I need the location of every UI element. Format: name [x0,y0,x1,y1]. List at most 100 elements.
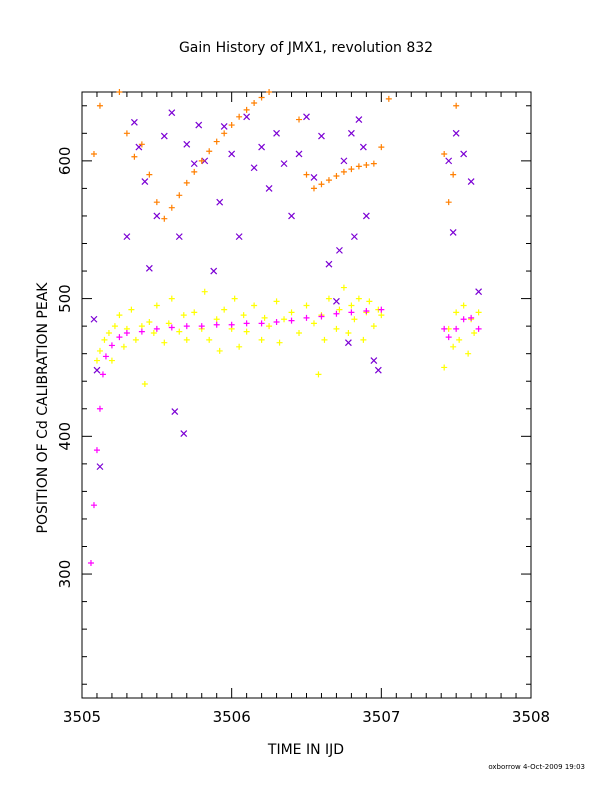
data-point [175,233,183,241]
data-point [123,233,131,241]
data-point [116,312,123,319]
data-point [235,233,243,241]
data-point [231,295,238,302]
data-point [265,184,273,192]
data-point [321,336,328,343]
data-point [111,323,118,330]
data-point [355,295,362,302]
data-point [130,118,138,126]
data-point [153,325,160,332]
data-point [362,212,370,220]
data-point [243,320,250,327]
data-point [101,336,108,343]
footer-stamp: oxborrow 4-Oct-2009 19:03 [488,763,585,771]
data-point [131,153,138,160]
data-point [385,95,392,102]
data-point [201,288,208,295]
data-point [108,357,115,364]
data-point [90,502,97,509]
data-point [370,357,378,364]
data-point [183,323,190,330]
data-point [374,366,382,374]
data-point [168,295,175,302]
data-point [333,297,340,305]
data-point [108,342,115,349]
data-point [150,330,157,337]
data-point [310,185,317,192]
data-point [281,316,288,323]
data-point [258,143,266,151]
data-point [251,302,258,309]
data-point [344,339,352,347]
data-point [460,150,468,158]
data-point [350,233,358,241]
series-0 [93,284,482,387]
data-point [333,325,340,332]
x-tick-label: 3507 [362,708,400,726]
data-point [303,302,310,309]
x-tick-label: 3506 [213,708,251,726]
data-point [96,405,103,412]
data-point [116,89,123,95]
data-point [160,132,168,140]
data-point [310,320,317,327]
data-point [90,315,98,323]
data-point [96,102,103,109]
y-tick-label: 300 [56,560,74,589]
data-point [471,330,478,337]
data-point [453,325,460,332]
data-point [120,343,127,350]
data-point [93,366,101,374]
data-point [243,328,250,335]
data-point [141,380,148,387]
data-point [475,325,482,332]
data-point [135,143,143,151]
data-point [348,302,355,309]
data-point [351,316,358,323]
data-point [280,160,288,168]
data-point [96,463,104,471]
data-point [132,336,139,343]
x-axis: 3505 3506 3507 3508 [63,92,550,726]
data-point [325,295,332,302]
data-point [138,141,145,148]
y-tick-label: 400 [56,422,74,451]
data-point [336,306,343,313]
data-point [333,173,340,180]
data-point [236,343,243,350]
data-point [116,334,123,341]
data-point [340,168,347,175]
x-tick-label: 3508 [512,708,550,726]
data-point [445,199,452,206]
data-point [465,350,472,357]
data-point [378,306,385,313]
data-point [276,339,283,346]
series-2 [90,89,460,222]
data-point [450,343,457,350]
data-point [468,314,475,321]
data-point [216,347,223,354]
data-point [221,130,228,137]
data-point [449,229,457,236]
data-point [310,173,318,181]
plot-area [81,89,532,699]
data-point [475,288,483,296]
data-point [363,161,370,168]
data-point [145,264,153,272]
data-point [273,298,280,305]
data-point [161,339,168,346]
data-point [467,178,475,185]
data-point [180,430,188,437]
data-point [325,177,332,184]
y-tick-label: 600 [56,147,74,176]
data-point [303,171,310,178]
data-point [266,89,273,95]
data-point [183,140,191,148]
data-point [318,313,325,320]
data-point [295,150,303,158]
data-point [198,157,205,164]
data-point [250,164,258,172]
series-3 [87,306,482,567]
data-point [213,316,220,323]
